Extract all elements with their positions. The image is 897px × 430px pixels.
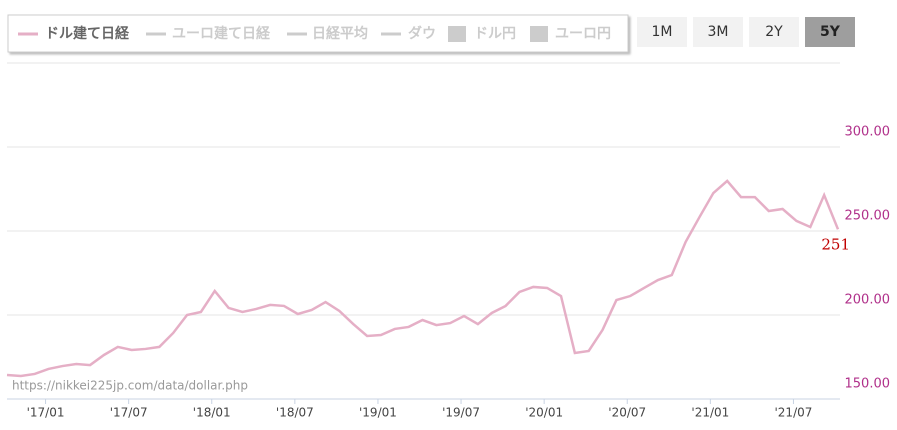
- legend-label[interactable]: ユーロ円: [555, 26, 611, 42]
- x-tick-label: '20/07: [608, 406, 646, 420]
- source: https://nikkei225jp.com/data/dollar.php: [12, 379, 248, 393]
- x-tick-label: '20/01: [525, 406, 563, 420]
- legend-label[interactable]: ダウ: [408, 25, 436, 42]
- legend-label[interactable]: ドル円: [474, 26, 516, 42]
- range-button-label[interactable]: 5Y: [820, 24, 841, 40]
- y-tick-label: 300.00: [845, 125, 891, 140]
- range-button[interactable]: [693, 17, 743, 47]
- x-tick-label: '18/07: [276, 406, 314, 420]
- data-line: [6, 179, 840, 378]
- range-button-label[interactable]: 1M: [652, 24, 673, 40]
- range-button[interactable]: [805, 17, 855, 47]
- y-tick-label: 150.00: [845, 377, 891, 392]
- y-tick-label: 200.00: [845, 293, 891, 308]
- legend-label[interactable]: 日経平均: [312, 25, 368, 42]
- y-tick-label: 250.00: [845, 209, 891, 224]
- x-tick-label: '21/01: [691, 406, 729, 420]
- legend-marker: [448, 26, 466, 42]
- x-tick-label: '21/07: [775, 406, 813, 420]
- legend-label[interactable]: ドル建て日経: [45, 25, 130, 42]
- legend-box: [7, 14, 629, 53]
- legend-label[interactable]: ユーロ建て日経: [172, 25, 271, 42]
- value-label: 251: [821, 235, 850, 253]
- range-button-label[interactable]: 2Y: [765, 24, 783, 40]
- x-tick-label: '18/01: [193, 406, 231, 420]
- legend-marker: [530, 26, 548, 42]
- x-tick-label: '19/07: [442, 406, 480, 420]
- range-button[interactable]: [749, 17, 799, 47]
- range-button-label[interactable]: 3M: [708, 24, 729, 40]
- range-button[interactable]: [637, 17, 687, 47]
- x-tick-label: '17/07: [110, 406, 148, 420]
- x-tick-label: '17/01: [27, 406, 65, 420]
- x-tick-label: '19/01: [359, 406, 397, 420]
